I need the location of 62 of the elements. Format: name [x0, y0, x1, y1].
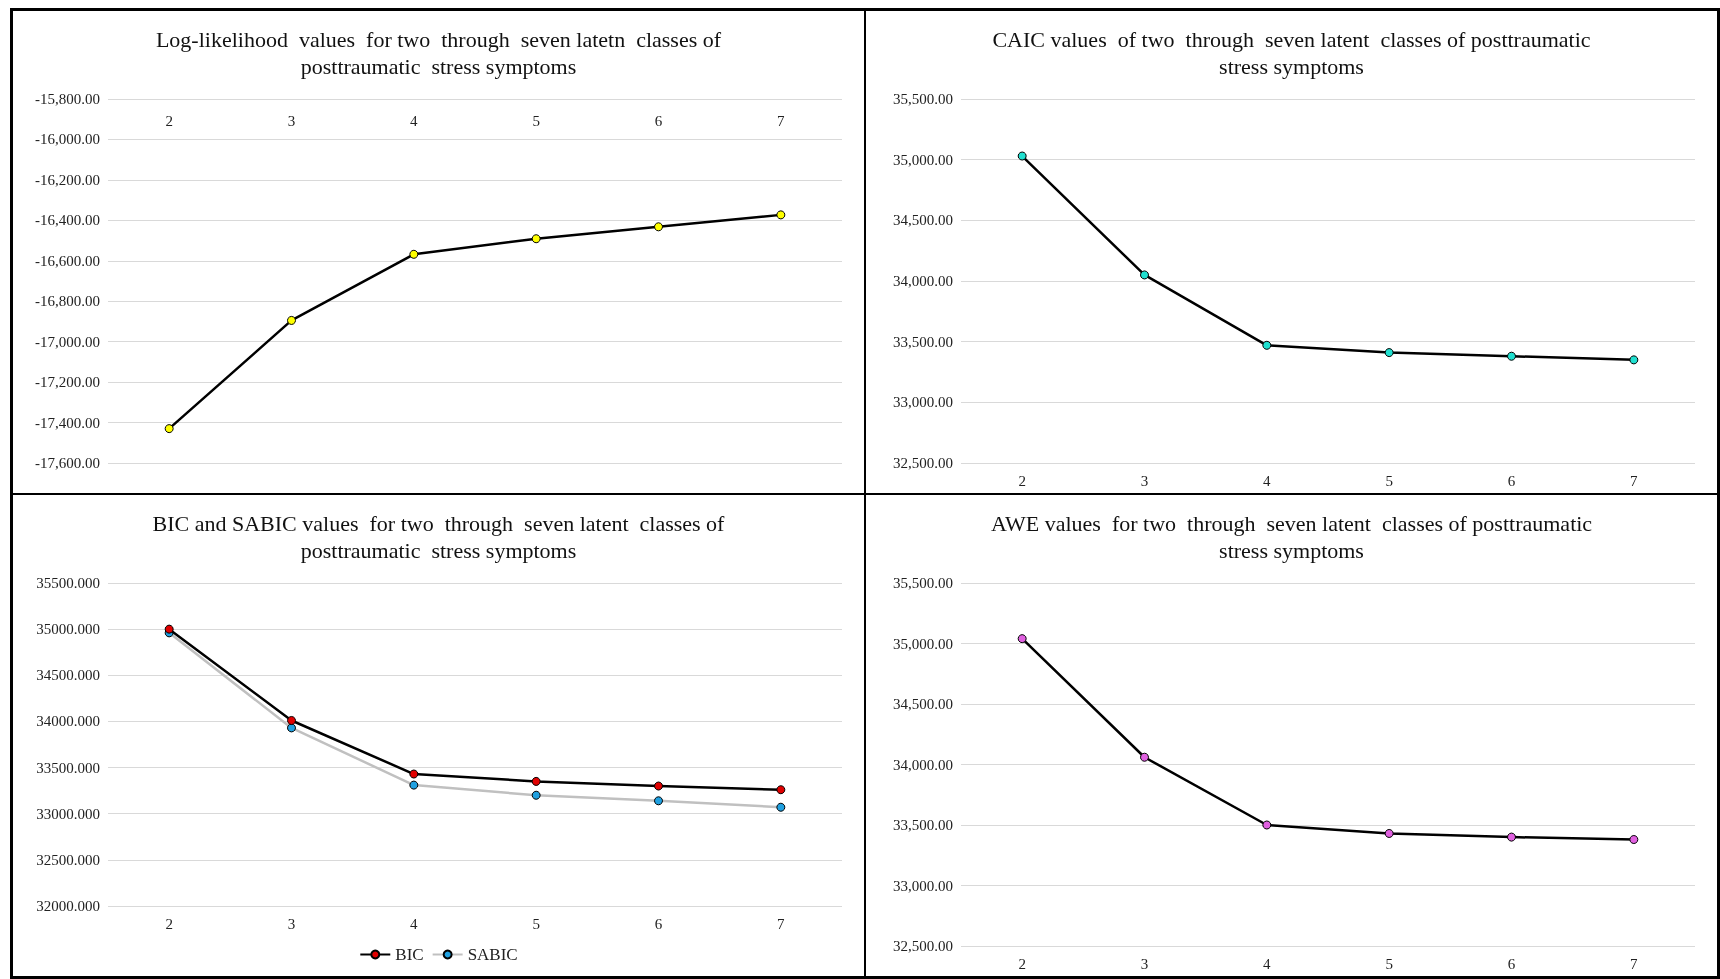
y-tick-label: 32500.000 [36, 851, 100, 868]
x-tick-label: 4 [1263, 472, 1272, 489]
x-tick-label: 5 [532, 915, 540, 932]
x-tick-label: 5 [1385, 955, 1393, 972]
legend-label: SABIC [467, 945, 518, 964]
y-tick-label: -16,800.00 [35, 293, 100, 310]
y-tick-label: 35,500.00 [893, 575, 953, 591]
x-tick-label: 4 [1263, 955, 1272, 972]
x-tick-label: 4 [410, 112, 419, 129]
y-tick-label: 32000.000 [36, 898, 100, 914]
y-tick-label: -17,600.00 [35, 455, 100, 471]
y-tick-label: 35000.000 [36, 621, 100, 638]
legend-label: BIC [395, 945, 424, 964]
x-tick-label: 3 [1140, 955, 1149, 972]
x-tick-label: 6 [1507, 472, 1516, 489]
x-tick-label: 7 [1630, 472, 1639, 489]
x-tick-label: 6 [1507, 955, 1516, 972]
chart-title: Log-likelihood values for two through seven latetn classes of posttraumatic stress symptoms [155, 27, 722, 79]
chart-title: BIC and SABIC values for two through seven latent classes of posttraumatic stress symptoms [152, 511, 726, 563]
y-tick-label: 34,500.00 [893, 696, 953, 712]
y-tick-label: 33500.000 [36, 759, 100, 776]
x-tick-label: 2 [1018, 472, 1026, 489]
y-tick-label: -17,400.00 [35, 414, 100, 431]
y-tick-label: 33,500.00 [893, 333, 953, 350]
y-tick-label: -17,000.00 [35, 333, 100, 350]
y-tick-label: -17,200.00 [35, 374, 100, 391]
x-tick-label: 6 [654, 112, 663, 129]
y-tick-label: -16,400.00 [35, 212, 100, 229]
y-tick-label: 34,000.00 [893, 756, 953, 773]
y-tick-label: 34,000.00 [893, 273, 953, 289]
y-tick-label: 32,500.00 [893, 938, 953, 954]
y-tick-label: 32,500.00 [893, 455, 953, 471]
y-tick-label: 34000.000 [36, 713, 100, 730]
y-tick-label: 33000.000 [36, 805, 100, 822]
y-tick-label: 34500.000 [36, 667, 100, 684]
x-tick-label: 4 [410, 915, 419, 932]
chart-title: CAIC values of two through seven latent classes of posttraumatic stress symptoms [992, 27, 1591, 79]
x-tick-label: 3 [1140, 472, 1149, 489]
y-tick-label: 33,000.00 [893, 877, 953, 894]
y-tick-label: -15,800.00 [35, 91, 100, 107]
x-tick-label: 7 [1630, 955, 1639, 972]
y-tick-label: 35,000.00 [893, 635, 953, 652]
x-tick-label: 6 [654, 915, 663, 932]
y-tick-label: 35,500.00 [893, 91, 953, 107]
x-tick-label: 5 [1385, 472, 1393, 489]
y-tick-label: -16,200.00 [35, 171, 100, 188]
x-tick-label: 7 [777, 915, 786, 932]
x-tick-label: 2 [165, 915, 173, 932]
y-tick-label: -16,000.00 [35, 131, 100, 148]
x-tick-label: 2 [1018, 955, 1026, 972]
y-tick-label: 33,500.00 [893, 817, 953, 833]
y-tick-label: 34,500.00 [893, 212, 953, 229]
y-tick-label: 33,000.00 [893, 394, 953, 411]
x-tick-label: 3 [287, 112, 296, 129]
y-tick-label: 35500.000 [36, 575, 100, 591]
x-tick-label: 3 [287, 915, 296, 932]
y-tick-label: -16,600.00 [35, 252, 100, 269]
y-tick-label: 35,000.00 [893, 151, 953, 168]
chart-title: AWE values for two through seven latent classes of posttraumatic stress symptoms [990, 511, 1593, 563]
x-tick-label: 7 [777, 112, 786, 129]
x-tick-label: 2 [165, 112, 173, 129]
x-tick-label: 5 [532, 112, 540, 129]
